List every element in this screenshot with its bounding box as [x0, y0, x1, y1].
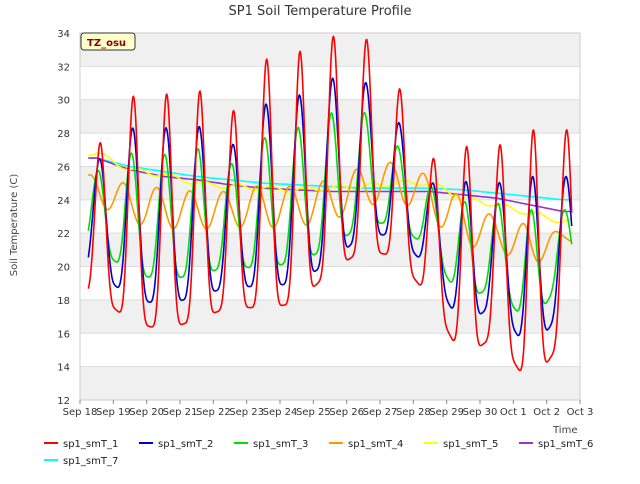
- grid-band: [80, 366, 580, 400]
- y-tick-label: 22: [57, 229, 70, 240]
- legend: sp1_smT_1 sp1_smT_2 sp1_smT_3 sp1_smT_4 sp1_…: [44, 439, 593, 467]
- series-lines: [87, 35, 573, 372]
- x-tick-label: Oct 2: [533, 407, 560, 418]
- y-tick-label: 18: [57, 296, 70, 307]
- x-tick-label: Sep 22: [196, 407, 231, 418]
- x-tick-label: Sep 23: [229, 407, 264, 418]
- legend-label: sp1_smT_3: [253, 439, 308, 450]
- y-tick-label: 26: [57, 162, 70, 173]
- site-badge-label: TZ_osu: [87, 38, 126, 49]
- x-tick-label: Sep 26: [329, 407, 364, 418]
- x-axis-title: Time: [552, 425, 577, 436]
- series-line-sp1-smT-1: [87, 35, 573, 372]
- series-line-sp1-smT-3: [87, 111, 573, 312]
- x-tick-label: Sep 25: [296, 407, 331, 418]
- chart-title: SP1 Soil Temperature Profile: [229, 4, 412, 19]
- y-tick-label: 20: [57, 263, 70, 274]
- y-tick-label: 34: [57, 29, 70, 40]
- x-tick-label: Sep 24: [263, 407, 298, 418]
- x-tick-label: Sep 29: [429, 407, 464, 418]
- legend-label: sp1_smT_6: [538, 439, 593, 450]
- legend-label: sp1_smT_1: [63, 439, 118, 450]
- series-line-sp1-smT-4: [87, 161, 572, 263]
- legend-label: sp1_smT_2: [158, 439, 213, 450]
- plot-border: [79, 32, 581, 401]
- x-tick-label: Sep 18: [63, 407, 98, 418]
- y-tick-label: 28: [57, 129, 70, 140]
- y-tick-label: 32: [57, 62, 70, 73]
- site-badge: TZ_osu: [80, 32, 136, 51]
- legend-label: sp1_smT_7: [63, 456, 118, 467]
- series-line-sp1-smT-7: [88, 157, 572, 201]
- x-tick-label: Oct 3: [567, 407, 594, 418]
- y-tick-label: 30: [57, 96, 70, 107]
- x-tick-label: Sep 28: [396, 407, 431, 418]
- y-axis-ticks: 12 14 16 18 20 22 24 26 28 30 32 34: [57, 29, 70, 407]
- x-tick-label: Sep 21: [163, 407, 198, 418]
- grid-band: [80, 233, 580, 267]
- y-tick-label: 24: [57, 196, 70, 207]
- y-tick-label: 16: [57, 329, 70, 340]
- x-tick-label: Sep 20: [129, 407, 164, 418]
- x-tick-label: Sep 30: [463, 407, 498, 418]
- y-tick-label: 12: [57, 396, 70, 407]
- x-tick-label: Sep 27: [363, 407, 398, 418]
- y-axis-title: Soil Temperature (C): [9, 174, 20, 277]
- y-tick-label: 14: [57, 363, 70, 374]
- grid-band: [80, 299, 580, 334]
- legend-label: sp1_smT_5: [443, 439, 498, 450]
- site-badge-box: [80, 32, 136, 51]
- grid-band: [80, 33, 580, 67]
- x-tick-label: Oct 1: [500, 407, 527, 418]
- legend-label: sp1_smT_4: [348, 439, 403, 450]
- x-tick-label: Sep 19: [96, 407, 131, 418]
